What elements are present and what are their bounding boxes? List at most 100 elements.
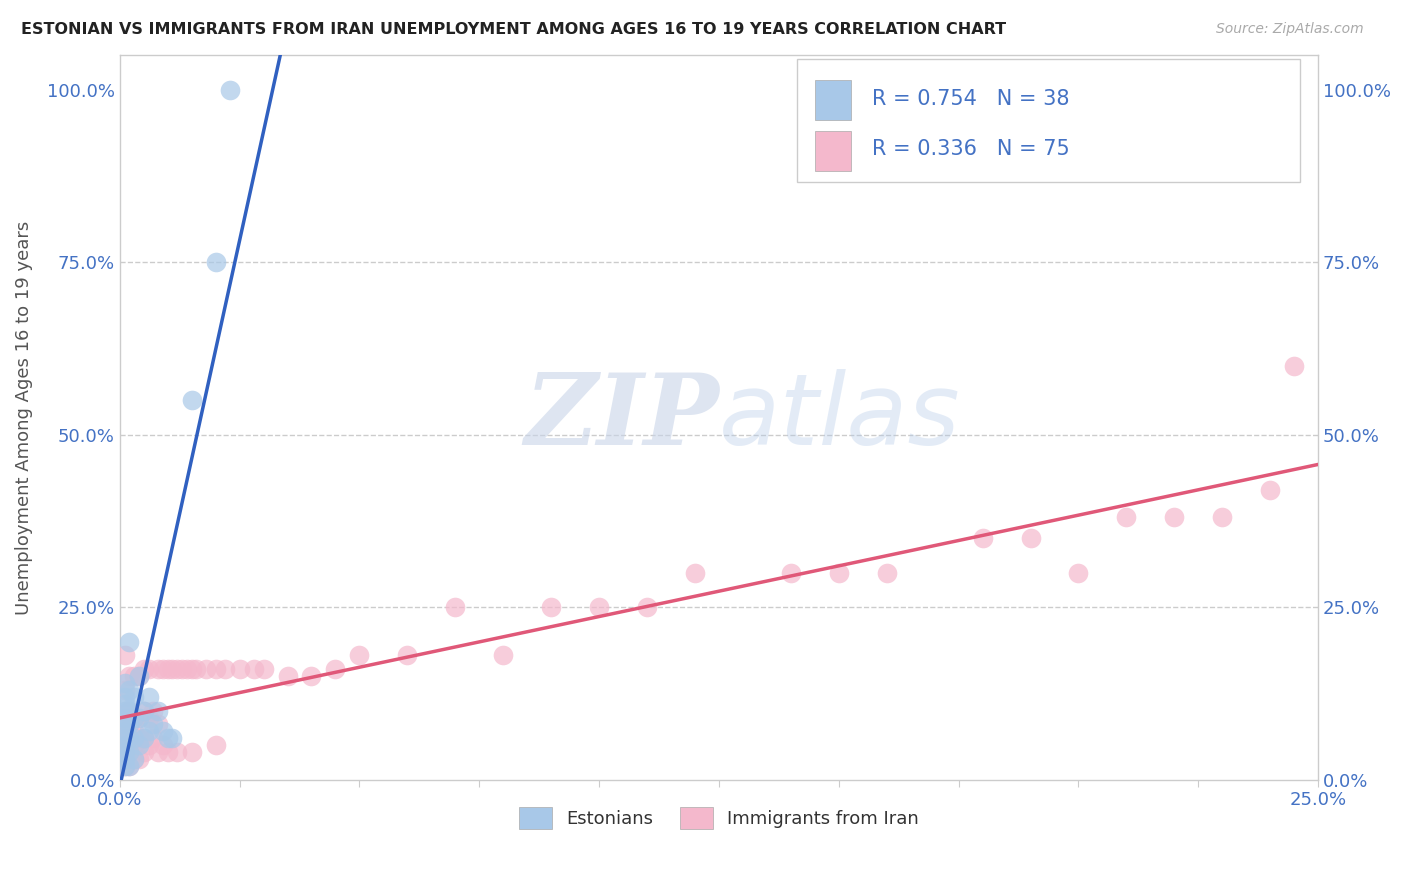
Text: atlas: atlas (718, 369, 960, 466)
Point (1067, 566, 1090, 580)
Point (166, 745, 188, 759)
Point (170, 662, 193, 676)
Point (114, 717, 136, 731)
Point (114, 745, 136, 759)
Point (276, 669, 298, 683)
Point (156, 745, 179, 759)
Point (128, 752, 150, 766)
Point (114, 752, 136, 766)
Legend: Estonians, Immigrants from Iran: Estonians, Immigrants from Iran (512, 799, 927, 836)
Point (214, 662, 236, 676)
FancyBboxPatch shape (815, 131, 851, 171)
Point (114, 745, 136, 759)
Point (118, 704, 141, 718)
Text: ZIP: ZIP (524, 369, 718, 466)
Point (132, 704, 155, 718)
Point (146, 662, 169, 676)
FancyBboxPatch shape (797, 59, 1301, 182)
Text: R = 0.754   N = 38: R = 0.754 N = 38 (872, 88, 1070, 109)
Point (138, 738, 160, 752)
Point (138, 710, 160, 724)
Point (152, 724, 174, 739)
Point (146, 704, 169, 718)
Point (122, 710, 145, 724)
Text: R = 0.336   N = 75: R = 0.336 N = 75 (872, 139, 1070, 160)
Point (118, 731, 141, 746)
Point (142, 704, 165, 718)
Point (118, 759, 141, 773)
Point (132, 704, 155, 718)
Y-axis label: Unemployment Among Ages 16 to 19 years: Unemployment Among Ages 16 to 19 years (15, 220, 32, 615)
Point (142, 717, 165, 731)
Point (186, 662, 208, 676)
Point (972, 531, 994, 545)
Point (138, 690, 160, 704)
Point (114, 738, 136, 752)
Point (128, 738, 150, 752)
Point (325, 662, 347, 676)
Point (1019, 531, 1042, 545)
Point (114, 697, 136, 711)
Point (1115, 510, 1137, 524)
Point (118, 682, 141, 697)
Point (146, 717, 169, 731)
Point (118, 634, 141, 648)
Point (122, 752, 145, 766)
Point (683, 566, 706, 580)
Point (122, 724, 145, 739)
Point (1258, 483, 1281, 497)
Point (180, 745, 202, 759)
Point (118, 717, 141, 731)
Point (636, 600, 658, 615)
Point (128, 731, 150, 746)
Point (122, 738, 145, 752)
Point (492, 648, 515, 663)
Point (396, 648, 419, 663)
Point (114, 682, 136, 697)
Point (128, 710, 150, 724)
Text: ESTONIAN VS IMMIGRANTS FROM IRAN UNEMPLOYMENT AMONG AGES 16 TO 19 YEARS CORRELAT: ESTONIAN VS IMMIGRANTS FROM IRAN UNEMPLO… (21, 22, 1007, 37)
Point (122, 710, 145, 724)
Point (1282, 359, 1305, 373)
Point (228, 662, 250, 676)
FancyBboxPatch shape (815, 80, 851, 120)
Point (204, 255, 226, 269)
Point (146, 745, 169, 759)
Point (114, 676, 136, 690)
Point (132, 662, 155, 676)
Point (219, 82, 242, 96)
Point (114, 704, 136, 718)
Point (114, 690, 136, 704)
Point (132, 731, 155, 746)
Point (156, 662, 179, 676)
Point (301, 669, 323, 683)
Point (114, 648, 136, 663)
Point (122, 669, 145, 683)
Point (118, 731, 141, 746)
Point (114, 759, 136, 773)
Point (180, 662, 202, 676)
Point (588, 600, 610, 615)
Point (128, 669, 150, 683)
Point (138, 724, 160, 739)
Point (138, 662, 160, 676)
Point (114, 759, 136, 773)
Point (114, 717, 136, 731)
Point (162, 662, 184, 676)
Point (204, 738, 226, 752)
Point (122, 731, 145, 746)
Point (252, 662, 274, 676)
Point (162, 731, 184, 746)
Point (166, 662, 188, 676)
Point (176, 662, 198, 676)
Point (142, 731, 165, 746)
Point (1211, 510, 1233, 524)
Point (118, 745, 141, 759)
Text: Source: ZipAtlas.com: Source: ZipAtlas.com (1216, 22, 1364, 37)
Point (349, 648, 371, 663)
Point (152, 662, 174, 676)
Point (118, 669, 141, 683)
Point (540, 600, 562, 615)
Point (243, 662, 266, 676)
Point (204, 662, 226, 676)
